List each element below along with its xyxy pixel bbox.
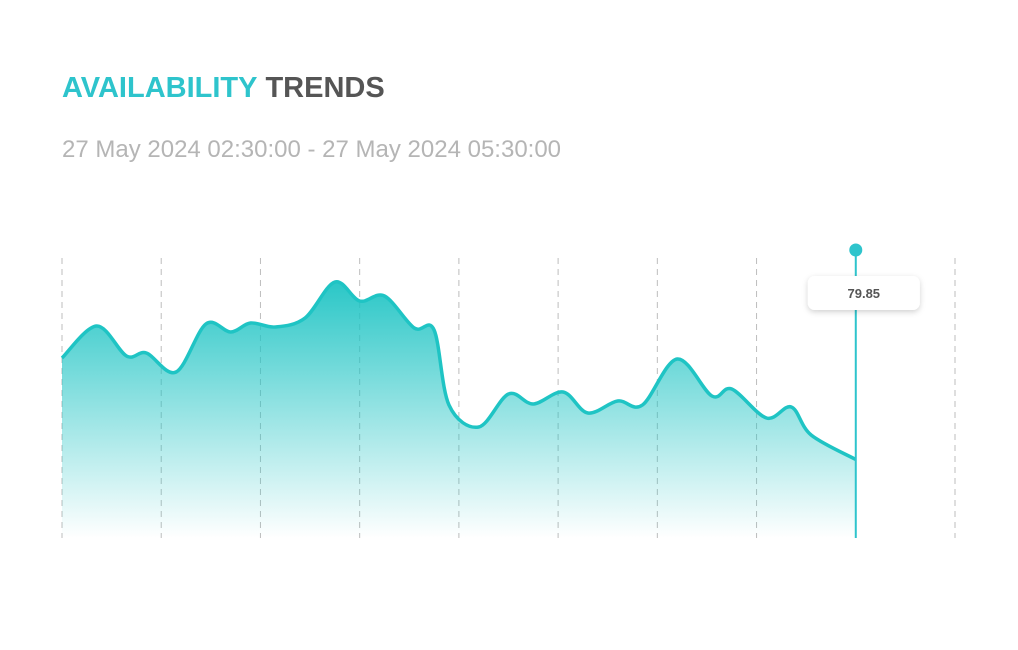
tooltip-box xyxy=(807,276,920,310)
chart-title: AVAILABILITY TRENDS xyxy=(62,72,385,104)
title-rest: TRENDS xyxy=(265,72,384,104)
tooltip-value: 79.85 xyxy=(848,286,881,301)
chart-subtitle: 27 May 2024 02:30:00 - 27 May 2024 05:30… xyxy=(62,136,561,163)
title-highlight: AVAILABILITY xyxy=(62,72,257,104)
plot-area: 79.85 xyxy=(60,243,956,538)
area-fill xyxy=(62,281,856,538)
cursor-dot xyxy=(849,243,863,257)
line xyxy=(60,280,857,462)
tooltip: 79.85 xyxy=(807,276,920,310)
